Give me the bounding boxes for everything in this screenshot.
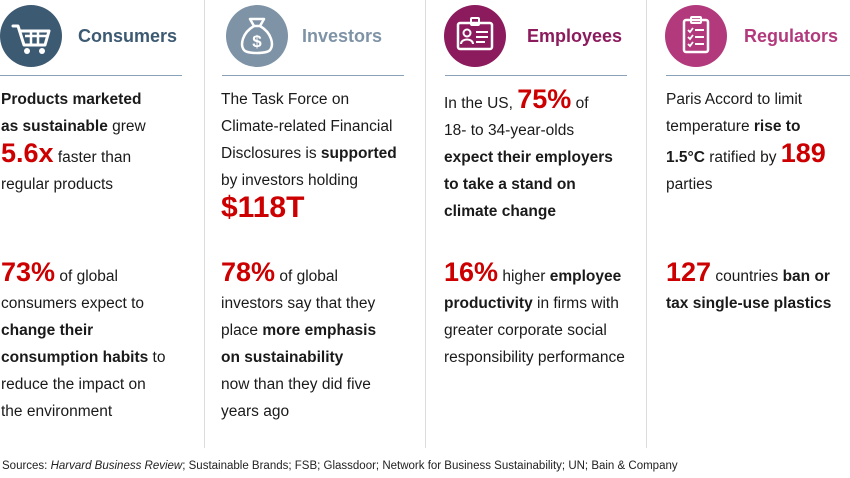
- consumers-title: Consumers: [78, 26, 178, 46]
- column-divider: [204, 0, 205, 448]
- employees-stat-2: 16% higher employee productivity in firm…: [444, 257, 625, 367]
- investors-stat-1: The Task Force on Climate-related Financ…: [221, 91, 397, 224]
- column-divider: [425, 0, 426, 448]
- consumers-column: Consumers Products marketed as sustainab…: [0, 0, 204, 448]
- id-badge-icon: [456, 17, 494, 51]
- regulators-stat-1: Paris Accord to limit temperature rise t…: [666, 91, 826, 193]
- regulators-stat-2: 127 countries ban or tax single-use plas…: [666, 257, 832, 313]
- employees-stat-1: In the US, 75% of 18- to 34-year-olds ex…: [444, 84, 613, 221]
- employees-column: Employees In the US, 75% of 18- to 34-ye…: [426, 0, 646, 448]
- investors-stat-2: 78% of global investors say that they pl…: [221, 257, 377, 421]
- regulators-column: Regulators Paris Accord to limit tempera…: [647, 0, 850, 448]
- money-bag-icon: $: [240, 17, 274, 55]
- employees-badge: [444, 5, 506, 67]
- clipboard-checklist-icon: [682, 16, 710, 54]
- consumers-stat-1: Products marketed as sustainable grew 5.…: [1, 91, 146, 193]
- regulators-title: Regulators: [744, 26, 839, 46]
- consumers-header: Consumers: [0, 2, 204, 68]
- investors-column: $ Investors The Task Force on Climate-re…: [205, 0, 425, 448]
- regulators-badge: [665, 5, 727, 67]
- investors-title: Investors: [302, 26, 383, 46]
- consumers-stat-2: 73% of global consumers expect to change…: [1, 257, 166, 421]
- header-rule: [666, 75, 850, 76]
- column-divider: [646, 0, 647, 448]
- header-rule: [445, 75, 627, 76]
- investors-header: $ Investors: [205, 2, 425, 68]
- investors-badge: $: [226, 5, 288, 67]
- employees-header: Employees: [426, 2, 646, 68]
- sources-footnote: Sources: Harvard Business Review; Sustai…: [2, 460, 678, 472]
- employees-title: Employees: [527, 26, 623, 46]
- shopping-cart-icon: [11, 24, 51, 54]
- consumers-badge: [0, 5, 62, 67]
- header-rule: [222, 75, 404, 76]
- svg-text:$: $: [252, 32, 262, 51]
- header-rule: [0, 75, 182, 76]
- regulators-header: Regulators: [647, 2, 850, 68]
